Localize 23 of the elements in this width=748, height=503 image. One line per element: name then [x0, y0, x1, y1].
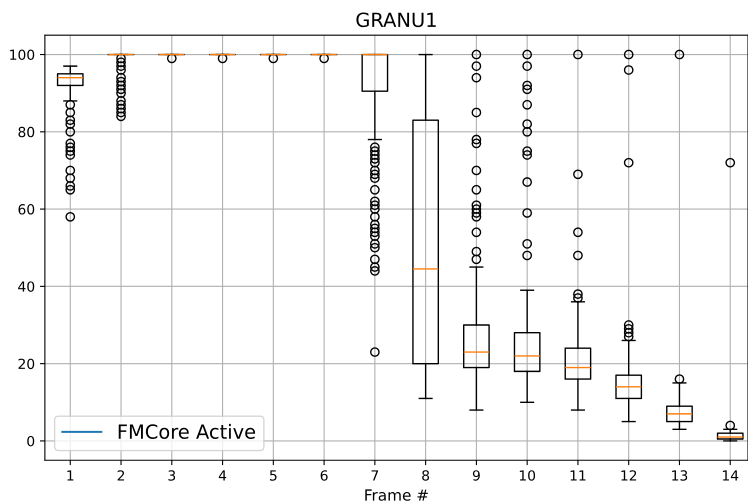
x-tick-label: 10	[520, 470, 536, 481]
x-tick-label: 9	[472, 470, 480, 481]
x-tick-label: 14	[722, 470, 738, 481]
x-tick-label: 6	[320, 470, 328, 481]
y-tick-label: 40	[18, 281, 34, 292]
x-tick-label: 1	[67, 470, 74, 481]
y-tick-label: 60	[18, 204, 34, 215]
legend-label: FMCore Active	[118, 424, 256, 439]
y-tick-label: 100	[10, 50, 34, 60]
x-tick-label: 5	[270, 470, 277, 481]
chart-title: GRANU1	[356, 12, 436, 28]
x-tick-label: 2	[118, 470, 124, 481]
y-tick-label: 20	[18, 358, 34, 370]
y-tick-label: 0	[27, 436, 34, 446]
y-tick-label: 80	[18, 126, 34, 138]
x-tick-label: 4	[218, 470, 226, 481]
x-tick-label: 13	[672, 470, 688, 481]
x-tick-label: 3	[168, 470, 176, 481]
x-tick-label: 11	[570, 470, 586, 481]
x-tick-label: 12	[621, 470, 636, 481]
x-axis-title: Frame #	[365, 489, 428, 501]
x-tick-label: 8	[422, 470, 430, 481]
x-tick-label: 7	[372, 470, 378, 481]
